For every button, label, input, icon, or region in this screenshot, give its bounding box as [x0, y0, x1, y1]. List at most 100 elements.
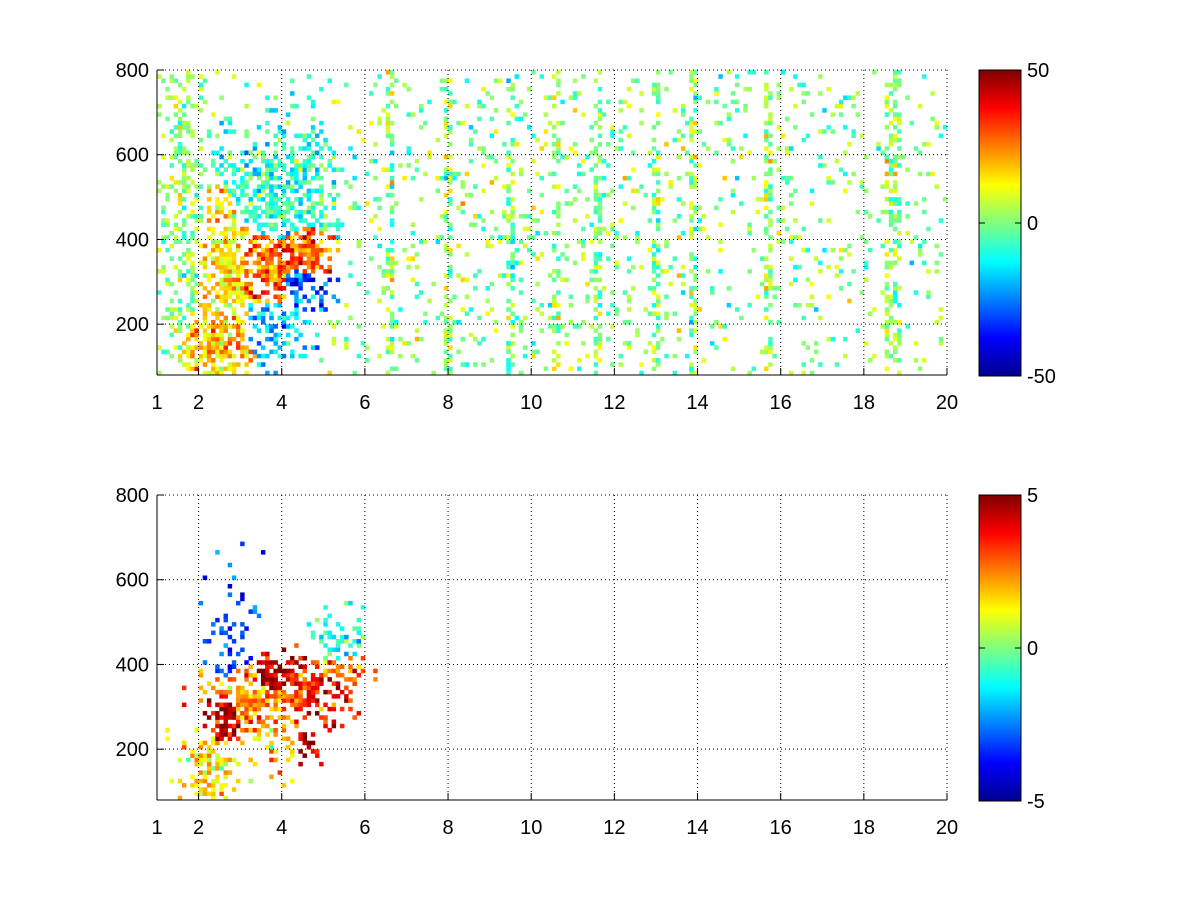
heatmap-cell [173, 239, 179, 244]
colorbar-tick-label: 0 [1027, 638, 1038, 660]
heatmap-cell [664, 243, 669, 249]
heatmap-cell [527, 214, 532, 219]
heatmap-cell [768, 91, 773, 96]
heatmap-cell [290, 349, 295, 355]
heatmap-cell [373, 158, 378, 164]
heatmap-cell [443, 358, 449, 363]
heatmap-cell [784, 150, 790, 156]
heatmap-cell [651, 86, 657, 92]
heatmap-cell [294, 723, 299, 729]
heatmap-cell [323, 655, 328, 661]
heatmap-cell [157, 370, 162, 376]
heatmap-cell [277, 243, 283, 249]
heatmap-cell [468, 192, 474, 198]
heatmap-cell [506, 307, 511, 312]
heatmap-cell [556, 311, 561, 316]
heatmap-cell [344, 345, 349, 350]
heatmap-cell [747, 370, 752, 376]
heatmap-cell [244, 269, 249, 274]
heatmap-cell [527, 235, 532, 240]
heatmap-cell [556, 78, 561, 84]
heatmap-cell [593, 260, 599, 266]
heatmap-cell [789, 256, 794, 261]
heatmap-cell [223, 277, 228, 283]
heatmap-cell [593, 205, 599, 211]
heatmap-cell [256, 235, 262, 240]
heatmap-cell [277, 184, 283, 189]
heatmap-cell [190, 269, 195, 274]
heatmap-cell [273, 192, 278, 198]
heatmap-cell [547, 95, 553, 100]
heatmap-cell [938, 307, 944, 312]
heatmap-cell [236, 328, 241, 333]
heatmap-cell [285, 247, 291, 253]
heatmap-cell [177, 256, 183, 261]
heatmap-cell [406, 86, 411, 92]
heatmap-cell [244, 273, 249, 278]
heatmap-cell [506, 239, 511, 244]
heatmap-cell [335, 239, 341, 244]
heatmap-cell [797, 235, 802, 240]
heatmap-cell [327, 613, 332, 619]
heatmap-cell [215, 550, 220, 555]
heatmap-cell [281, 706, 287, 712]
heatmap-cell [194, 218, 199, 223]
heatmap-cell [510, 226, 515, 232]
heatmap-cell [294, 277, 299, 283]
heatmap-cell [348, 643, 353, 648]
heatmap-cell [493, 175, 499, 181]
heatmap-cell [290, 247, 295, 253]
heatmap-cell [510, 235, 515, 240]
heatmap-cell [552, 184, 557, 189]
heatmap-cell [680, 112, 686, 117]
heatmap-cell [768, 222, 773, 228]
heatmap-cell [801, 341, 806, 346]
heatmap-cell [892, 125, 898, 130]
heatmap-cell [344, 685, 349, 691]
heatmap-cell [809, 188, 815, 194]
heatmap-cell [248, 294, 253, 300]
heatmap-cell [211, 783, 216, 788]
heatmap-cell [697, 163, 702, 168]
heatmap-cell [389, 120, 395, 126]
heatmap-cell [838, 269, 844, 274]
heatmap-cell [539, 311, 544, 316]
heatmap-cell [277, 770, 283, 775]
heatmap-cell [776, 146, 781, 151]
heatmap-cell [298, 201, 303, 206]
heatmap-cell [626, 103, 632, 109]
heatmap-cell [647, 218, 653, 223]
heatmap-cell [198, 146, 204, 151]
heatmap-cell [414, 158, 420, 164]
heatmap-cell [606, 142, 611, 147]
heatmap-cell [481, 218, 486, 223]
heatmap-cell [331, 341, 337, 346]
heatmap-cell [531, 235, 536, 240]
heatmap-cell [913, 290, 919, 295]
heatmap-cell [884, 103, 890, 109]
heatmap-cell [726, 302, 732, 308]
heatmap-cell [206, 273, 212, 278]
heatmap-cell [186, 129, 191, 134]
heatmap-cell [689, 78, 694, 84]
heatmap-cell [219, 694, 224, 699]
heatmap-cell [892, 218, 898, 223]
heatmap-cell [302, 353, 307, 359]
heatmap-cell [231, 639, 237, 644]
heatmap-cell [764, 120, 769, 126]
heatmap-cell [219, 252, 224, 257]
heatmap-cell [373, 677, 378, 682]
heatmap-cell [236, 324, 241, 329]
heatmap-cell [922, 74, 927, 79]
heatmap-cell [518, 370, 524, 376]
heatmap-cell [364, 171, 370, 177]
heatmap-cell [260, 235, 266, 240]
heatmap-cell [319, 175, 324, 181]
heatmap-cell [527, 188, 532, 194]
heatmap-cell [843, 125, 848, 130]
heatmap-cell [206, 332, 212, 338]
heatmap-cell [448, 298, 453, 304]
heatmap-cell [610, 188, 615, 194]
heatmap-cell [206, 235, 212, 240]
x-tick-label: 18 [853, 392, 875, 414]
